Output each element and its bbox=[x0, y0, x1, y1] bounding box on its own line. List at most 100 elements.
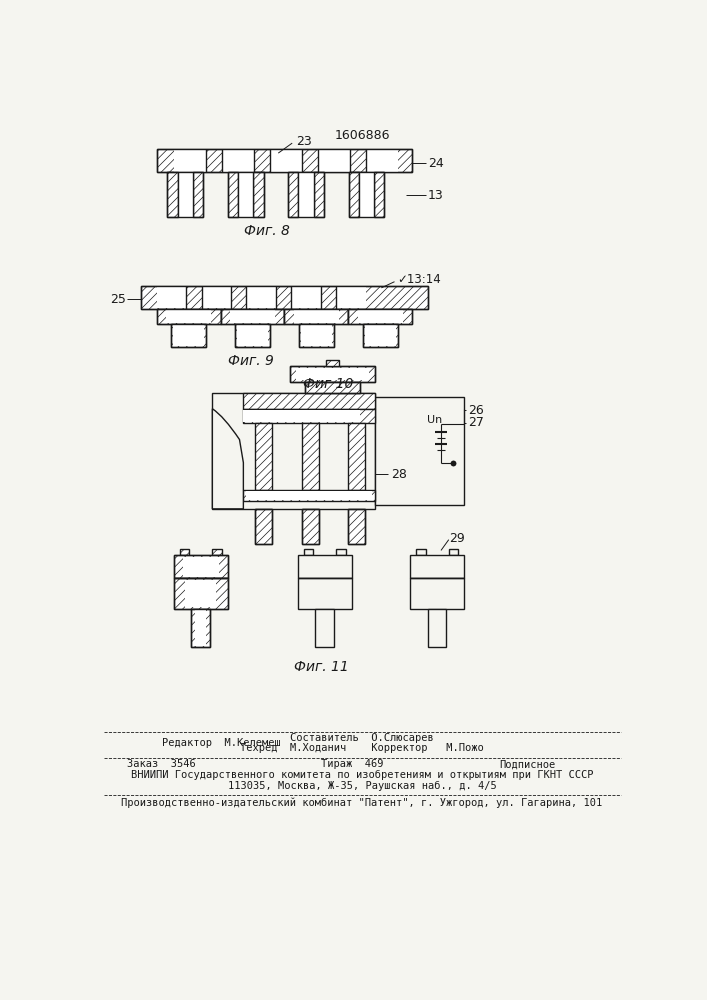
Bar bbox=[247, 286, 276, 308]
Bar bbox=[174, 555, 228, 578]
Bar bbox=[298, 555, 352, 578]
Bar bbox=[221, 309, 284, 324]
Text: 13: 13 bbox=[428, 189, 443, 202]
Bar bbox=[185, 580, 216, 607]
Bar bbox=[173, 325, 204, 346]
Bar bbox=[305, 382, 360, 393]
Bar bbox=[358, 309, 403, 323]
Bar bbox=[290, 366, 375, 382]
Text: 27: 27 bbox=[468, 416, 484, 429]
Bar bbox=[255, 509, 272, 544]
Bar bbox=[337, 286, 366, 308]
Bar bbox=[365, 325, 396, 346]
Bar bbox=[314, 172, 324, 217]
Bar bbox=[305, 382, 360, 393]
Bar bbox=[168, 172, 177, 217]
Bar bbox=[416, 549, 426, 555]
Bar bbox=[174, 555, 228, 578]
Bar bbox=[156, 149, 412, 172]
Bar bbox=[301, 325, 332, 346]
Bar bbox=[301, 509, 319, 544]
Bar bbox=[327, 360, 339, 366]
Bar bbox=[193, 172, 203, 217]
Bar bbox=[317, 150, 351, 172]
Bar bbox=[238, 325, 268, 346]
Text: 24: 24 bbox=[428, 157, 443, 170]
Text: 113035, Москва, Ж-35, Раушская наб., д. 4/5: 113035, Москва, Ж-35, Раушская наб., д. … bbox=[228, 781, 496, 791]
Bar bbox=[235, 324, 270, 347]
Bar bbox=[255, 423, 272, 490]
Text: Составитель  О.Слюсарев: Составитель О.Слюсарев bbox=[290, 733, 434, 743]
Bar bbox=[212, 393, 375, 509]
Bar bbox=[235, 324, 270, 347]
Bar bbox=[228, 172, 264, 217]
PathPatch shape bbox=[212, 409, 243, 509]
Bar bbox=[349, 309, 412, 324]
Bar bbox=[296, 368, 369, 380]
Text: Фиг. 9: Фиг. 9 bbox=[228, 354, 274, 368]
Bar bbox=[247, 491, 372, 500]
Text: 28: 28 bbox=[391, 468, 407, 481]
Bar bbox=[288, 172, 298, 217]
Bar bbox=[299, 324, 334, 347]
Bar bbox=[366, 150, 398, 172]
Bar bbox=[177, 172, 193, 217]
Text: Фиг. 11: Фиг. 11 bbox=[293, 660, 349, 674]
Bar bbox=[270, 150, 303, 172]
Text: 23: 23 bbox=[296, 135, 312, 148]
Text: 1606886: 1606886 bbox=[334, 129, 390, 142]
Text: Фиг 10: Фиг 10 bbox=[303, 377, 354, 391]
Text: 26: 26 bbox=[468, 404, 484, 417]
Bar bbox=[315, 609, 334, 647]
Bar bbox=[337, 549, 346, 555]
Text: Производственно-издательский комбинат "Патент", г. Ужгород, ул. Гагарина, 101: Производственно-издательский комбинат "П… bbox=[122, 798, 602, 808]
Bar bbox=[284, 309, 349, 324]
Bar bbox=[156, 286, 186, 308]
Bar bbox=[243, 409, 375, 423]
Bar bbox=[255, 509, 272, 544]
Bar bbox=[304, 549, 313, 555]
Bar bbox=[428, 609, 446, 647]
Bar bbox=[363, 324, 398, 347]
Bar bbox=[238, 172, 253, 217]
Bar bbox=[349, 172, 385, 217]
Text: ВНИИПИ Государственного комитета по изобретениям и открытиям при ГКНТ СССР: ВНИИПИ Государственного комитета по изоб… bbox=[131, 770, 593, 780]
Bar bbox=[156, 309, 221, 324]
Bar bbox=[291, 286, 321, 308]
Bar bbox=[349, 172, 359, 217]
Bar bbox=[166, 309, 211, 323]
Bar bbox=[349, 309, 412, 324]
Bar bbox=[410, 555, 464, 578]
Text: Подписное: Подписное bbox=[499, 759, 556, 769]
Bar bbox=[222, 150, 255, 172]
Bar bbox=[284, 309, 349, 324]
Bar bbox=[141, 286, 428, 309]
Text: Техред  М.Ходанич    Корректор   М.Пожо: Техред М.Ходанич Корректор М.Пожо bbox=[240, 743, 484, 753]
Text: Заказ  3546: Заказ 3546 bbox=[127, 759, 196, 769]
Text: Тираж  469: Тираж 469 bbox=[321, 759, 383, 769]
Bar bbox=[375, 397, 464, 505]
Bar bbox=[363, 324, 398, 347]
Bar bbox=[359, 172, 374, 217]
Bar bbox=[243, 410, 360, 422]
Bar bbox=[348, 509, 365, 544]
Bar bbox=[228, 172, 238, 217]
Text: Un: Un bbox=[427, 415, 443, 425]
Bar bbox=[374, 172, 385, 217]
Bar bbox=[221, 309, 284, 324]
Bar bbox=[168, 172, 203, 217]
Bar bbox=[141, 286, 428, 309]
Bar bbox=[243, 490, 375, 501]
Text: Фиг. 8: Фиг. 8 bbox=[244, 224, 290, 238]
Bar bbox=[348, 423, 365, 490]
Bar bbox=[183, 557, 218, 577]
Text: Редактор  М.Келемеш: Редактор М.Келемеш bbox=[162, 738, 281, 748]
Bar bbox=[290, 366, 375, 382]
Bar bbox=[288, 172, 324, 217]
Bar bbox=[298, 578, 352, 609]
Text: ✓13:14: ✓13:14 bbox=[397, 273, 440, 286]
Bar bbox=[156, 309, 221, 324]
Bar bbox=[174, 578, 228, 609]
Bar bbox=[243, 393, 375, 409]
Bar bbox=[348, 509, 365, 544]
